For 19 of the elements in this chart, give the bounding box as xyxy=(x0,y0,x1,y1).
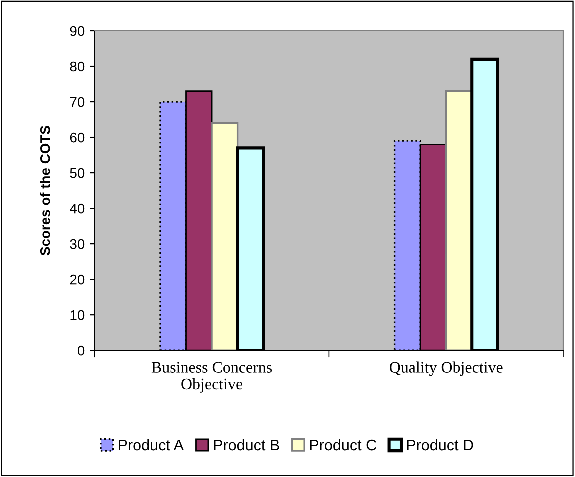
y-tick-label: 50 xyxy=(70,168,85,178)
x-tick-label: Quality Objective xyxy=(390,362,503,376)
y-tick-label: 20 xyxy=(70,274,85,285)
y-tick-label: 70 xyxy=(70,97,85,108)
y-tick-label: 90 xyxy=(70,26,85,36)
y-tick-label: 0 xyxy=(78,346,85,356)
y-tick-label: 40 xyxy=(70,204,85,214)
bar xyxy=(446,90,473,351)
bar xyxy=(211,122,239,351)
legend-label: Product C xyxy=(310,439,376,451)
y-tick-label: 10 xyxy=(70,310,85,320)
legend-label: Product D xyxy=(407,439,474,451)
legend-label: Product B xyxy=(214,439,280,451)
y-tick-label: 30 xyxy=(70,239,85,250)
x-tick-label: Business Concerns Objective xyxy=(152,362,272,393)
y-axis-title: Scores of the COTS xyxy=(40,126,50,256)
y-tick-label: 80 xyxy=(70,62,85,72)
y-tick-label: 60 xyxy=(70,132,85,143)
legend-label: Product A xyxy=(119,439,184,451)
